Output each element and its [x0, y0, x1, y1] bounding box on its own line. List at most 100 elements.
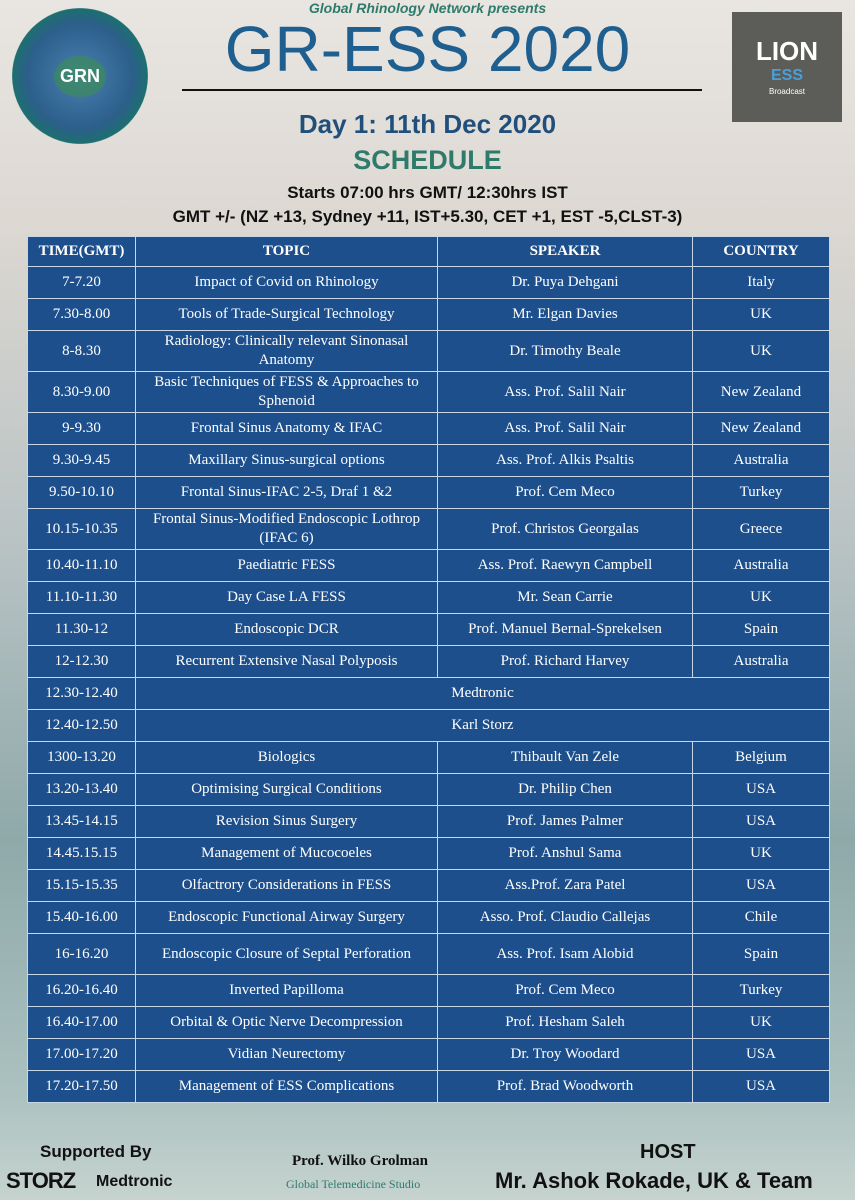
speaker-cell: Ass. Prof. Salil Nair — [437, 371, 693, 413]
topic-cell: Revision Sinus Surgery — [135, 805, 438, 838]
schedule-heading: SCHEDULE — [353, 145, 502, 175]
time-cell: 15.40-16.00 — [27, 901, 136, 934]
time-cell: 15.15-15.35 — [27, 869, 136, 902]
host-label: HOST — [640, 1141, 696, 1163]
topic-cell: Orbital & Optic Nerve Decompression — [135, 1006, 438, 1039]
topic-cell: Inverted Papilloma — [135, 974, 438, 1007]
studio-name: Global Telemedicine Studio — [286, 1177, 421, 1191]
speaker-cell: Prof. Anshul Sama — [437, 837, 693, 870]
topic-cell: Radiology: Clinically relevant Sinonasal… — [135, 330, 438, 372]
topic-cell: Impact of Covid on Rhinology — [135, 266, 438, 299]
country-cell: Australia — [692, 549, 830, 582]
speaker-cell: Ass. Prof. Raewyn Campbell — [437, 549, 693, 582]
topic-cell: Tools of Trade-Surgical Technology — [135, 298, 438, 331]
country-cell: USA — [692, 1070, 830, 1103]
time-cell: 9.50-10.10 — [27, 476, 136, 509]
table-row: 12-12.30 Recurrent Extensive Nasal Polypo… — [27, 645, 830, 678]
schedule-table: TIME(GMT) TOPIC SPEAKER COUNTRY 7-7.20 Impac… — [27, 236, 830, 1103]
time-cell: 8.30-9.00 — [27, 371, 136, 413]
country-cell: Chile — [692, 901, 830, 934]
speaker-cell: Ass.Prof. Zara Patel — [437, 869, 693, 902]
grn-logo-text: GRN — [54, 55, 106, 97]
table-row: 17.00-17.20 Vidian Neurectomy Dr. Troy Woo… — [27, 1038, 830, 1071]
table-row: 9.50-10.10 Frontal Sinus-IFAC 2-5, Draf 1… — [27, 476, 830, 509]
time-cell: 13.20-13.40 — [27, 773, 136, 806]
time-cell: 11.10-11.30 — [27, 581, 136, 614]
topic-cell: Paediatric FESS — [135, 549, 438, 582]
topic-cell: Biologics — [135, 741, 438, 774]
table-row: 11.10-11.30 Day Case LA FESS Mr. Sean Carr… — [27, 581, 830, 614]
grn-logo: GRN — [12, 8, 148, 144]
speaker-cell: Dr. Troy Woodard — [437, 1038, 693, 1071]
column-header: TIME(GMT) — [27, 236, 136, 267]
table-row: 16.20-16.40 Inverted Papilloma Prof. Cem M… — [27, 974, 830, 1007]
time-cell: 9-9.30 — [27, 412, 136, 445]
speaker-cell: Ass. Prof. Isam Alobid — [437, 933, 693, 975]
country-cell: USA — [692, 869, 830, 902]
title-divider — [182, 89, 702, 91]
table-row: 7-7.20 Impact of Covid on Rhinology Dr. Pu… — [27, 266, 830, 299]
table-row: 11.30-12 Endoscopic DCR Prof. Manuel Berna… — [27, 613, 830, 646]
table-row: 12.40-12.50 Karl Storz — [27, 709, 830, 742]
time-cell: 16.40-17.00 — [27, 1006, 136, 1039]
speaker-cell: Prof. Cem Meco — [437, 974, 693, 1007]
lion-logo-broadcast: Broadcast — [768, 87, 806, 96]
speaker-cell: Prof. Richard Harvey — [437, 645, 693, 678]
table-row: 10.15-10.35 Frontal Sinus-Modified Endosc… — [27, 508, 830, 550]
speaker-cell: Prof. Brad Woodworth — [437, 1070, 693, 1103]
country-cell: USA — [692, 805, 830, 838]
topic-cell: Endoscopic Functional Airway Surgery — [135, 901, 438, 934]
topic-cell: Basic Techniques of FESS & Approaches to… — [135, 371, 438, 413]
speaker-cell: Prof. Christos Georgalas — [437, 508, 693, 550]
topic-cell: Management of Mucocoeles — [135, 837, 438, 870]
table-row: 10.40-11.10 Paediatric FESS Ass. Prof. Rae… — [27, 549, 830, 582]
time-cell: 17.00-17.20 — [27, 1038, 136, 1071]
table-row: 7.30-8.00 Tools of Trade-Surgical Technol… — [27, 298, 830, 331]
table-row: 13.20-13.40 Optimising Surgical Condition… — [27, 773, 830, 806]
time-cell: 10.15-10.35 — [27, 508, 136, 550]
country-cell: UK — [692, 837, 830, 870]
start-time-text: Starts 07:00 hrs GMT/ 12:30hrs IST — [287, 183, 568, 202]
country-cell: Greece — [692, 508, 830, 550]
speaker-cell: Prof. Hesham Saleh — [437, 1006, 693, 1039]
table-row: 16.40-17.00 Orbital & Optic Nerve Decompr… — [27, 1006, 830, 1039]
speaker-cell: Mr. Elgan Davies — [437, 298, 693, 331]
time-cell: 7-7.20 — [27, 266, 136, 299]
table-row: 1300-13.20 Biologics Thibault Van Zele Belg… — [27, 741, 830, 774]
presents-text: Global Rhinology Network presents — [308, 0, 547, 16]
time-cell: 16-16.20 — [27, 933, 136, 975]
time-cell: 14.45.15.15 — [27, 837, 136, 870]
topic-cell: Management of ESS Complications — [135, 1070, 438, 1103]
table-row: 12.30-12.40 Medtronic — [27, 677, 830, 710]
time-cell: 9.30-9.45 — [27, 444, 136, 477]
topic-cell: Endoscopic Closure of Septal Perforation — [135, 933, 438, 975]
sponsor-cell: Karl Storz — [135, 709, 830, 742]
topic-cell: Frontal Sinus Anatomy & IFAC — [135, 412, 438, 445]
speaker-cell: Dr. Puya Dehgani — [437, 266, 693, 299]
topic-cell: Frontal Sinus-Modified Endoscopic Lothro… — [135, 508, 438, 550]
topic-cell: Optimising Surgical Conditions — [135, 773, 438, 806]
topic-cell: Vidian Neurectomy — [135, 1038, 438, 1071]
speaker-cell: Dr. Timothy Beale — [437, 330, 693, 372]
speaker-cell: Prof. Cem Meco — [437, 476, 693, 509]
host-name: Mr. Ashok Rokade, UK & Team — [495, 1168, 813, 1193]
speaker-cell: Dr. Philip Chen — [437, 773, 693, 806]
lion-logo-ess: ESS — [770, 67, 803, 84]
time-cell: 13.45-14.15 — [27, 805, 136, 838]
topic-cell: Endoscopic DCR — [135, 613, 438, 646]
country-cell: Australia — [692, 645, 830, 678]
topic-cell: Recurrent Extensive Nasal Polyposis — [135, 645, 438, 678]
table-row: 17.20-17.50 Management of ESS Complicatio… — [27, 1070, 830, 1103]
topic-cell: Maxillary Sinus-surgical options — [135, 444, 438, 477]
country-cell: Turkey — [692, 476, 830, 509]
time-cell: 11.30-12 — [27, 613, 136, 646]
table-row: 8-8.30 Radiology: Clinically relevant Sin… — [27, 330, 830, 372]
table-row: 15.40-16.00 Endoscopic Functional Airway … — [27, 901, 830, 934]
country-cell: New Zealand — [692, 371, 830, 413]
column-header: COUNTRY — [692, 236, 830, 267]
page-title: GR-ESS 2020 — [224, 13, 631, 85]
table-row: 16-16.20 Endoscopic Closure of Septal Per… — [27, 933, 830, 975]
time-cell: 7.30-8.00 — [27, 298, 136, 331]
country-cell: Spain — [692, 613, 830, 646]
time-cell: 10.40-11.10 — [27, 549, 136, 582]
